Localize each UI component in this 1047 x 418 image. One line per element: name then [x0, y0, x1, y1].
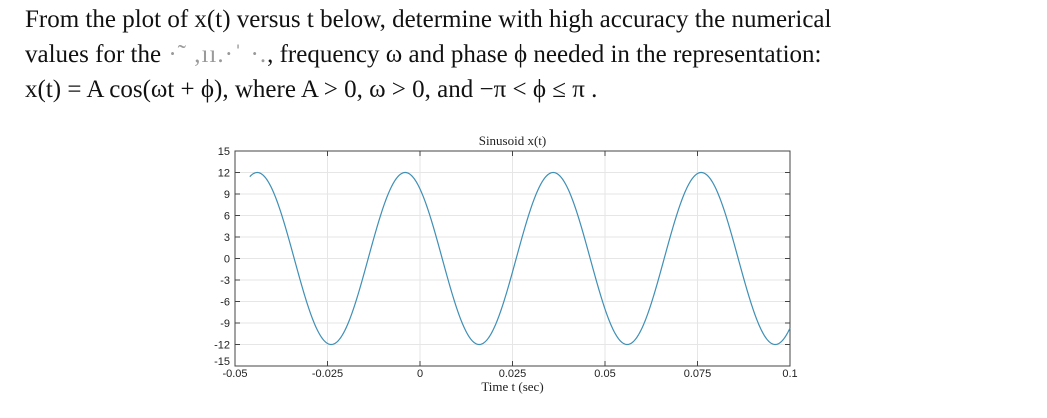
chart-title: Sinusoid x(t) [479, 133, 547, 148]
x-tick-label: -0.05 [222, 368, 247, 380]
grid-lines [234, 150, 791, 367]
y-tick-label: -3 [220, 275, 230, 287]
sinusoid-line [249, 171, 791, 346]
x-tick-label: 0 [417, 368, 423, 380]
y-tick-label: -6 [220, 297, 230, 309]
y-tick-label: 9 [224, 189, 230, 201]
problem-line-1: From the plot of x(t) versus t below, de… [25, 6, 832, 33]
x-tick-label: -0.025 [312, 368, 343, 380]
x-tick-label: 0.075 [684, 368, 712, 380]
y-tick-label: -15 [214, 356, 230, 368]
x-tick-label: 0.025 [499, 368, 527, 380]
y-tick-label: 12 [218, 168, 230, 180]
problem-line-3: x(t) = A cos(ωt + ϕ), where A > 0, ω > 0… [25, 76, 598, 103]
problem-line-2: values for the ·˜ ,ıı.·ˈ ·., frequency ω… [25, 37, 1040, 72]
problem-line-2-end: , frequency ω and phase ϕ needed in the … [267, 41, 822, 68]
x-tick-label: 0.05 [594, 368, 615, 380]
y-tick-label: -9 [220, 318, 230, 330]
tick-labels: -0.05 -0.025 0 0.025 0.05 0.075 0.1 15 12 9 6 3 0 -3 -… [214, 146, 798, 380]
x-axis-title: Time t (sec) [481, 379, 543, 394]
smudged-text: ·˜ ,ıı.·ˈ ·. [161, 41, 268, 68]
axis-ticks [234, 150, 791, 367]
x-tick-label: 0.1 [782, 368, 797, 380]
problem-statement: From the plot of x(t) versus t below, de… [25, 2, 1040, 107]
y-tick-label: 3 [224, 232, 230, 244]
y-tick-label: -12 [214, 340, 230, 352]
y-tick-label: 6 [224, 211, 230, 223]
y-tick-label: 15 [218, 146, 230, 158]
y-tick-label: 0 [224, 254, 230, 266]
problem-line-2-start: values for the [25, 41, 162, 68]
